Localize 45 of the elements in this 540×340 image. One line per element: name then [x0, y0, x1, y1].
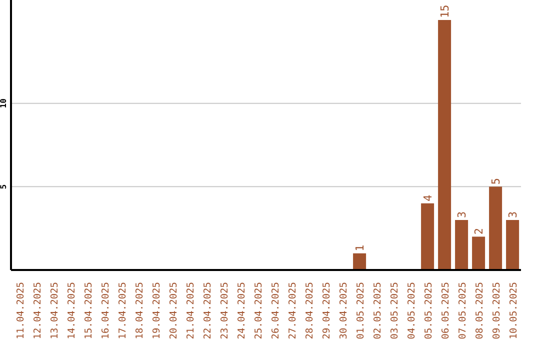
data-label: 15	[438, 4, 452, 18]
bar	[353, 253, 366, 270]
data-label: 3	[456, 211, 469, 218]
x-tick-label: 28.04.2025	[304, 282, 316, 340]
x-tick-label: 17.04.2025	[118, 282, 128, 340]
x-tick-label: 04.05.2025	[406, 282, 418, 340]
x-tick-label: 14.04.2025	[66, 282, 78, 340]
x-tick-label: 05.05.2025	[424, 282, 434, 340]
x-tick-label: 10.05.2025	[508, 282, 520, 340]
x-tick-label: 24.04.2025	[236, 282, 248, 340]
x-tick-label: 16.04.2025	[100, 282, 112, 340]
data-label: 2	[472, 228, 486, 235]
x-tick-label: 27.04.2025	[288, 282, 298, 340]
bar	[489, 186, 502, 270]
x-tick-label: 02.05.2025	[372, 282, 384, 340]
x-tick-label: 12.04.2025	[32, 282, 44, 340]
x-tick-label: 29.04.2025	[322, 282, 332, 340]
x-tick-label: 30.04.2025	[338, 282, 350, 340]
x-tick-label: 25.04.2025	[254, 282, 264, 340]
x-tick-label: 13.04.2025	[50, 282, 60, 340]
bar	[472, 236, 486, 270]
data-label: 4	[422, 194, 435, 202]
x-tick-label: 20.04.2025	[168, 282, 180, 340]
x-tick-label: 01.05.2025	[356, 282, 366, 340]
x-tick-label: 06.05.2025	[440, 282, 452, 340]
x-tick-label: 26.04.2025	[270, 282, 282, 340]
bar	[506, 220, 520, 270]
x-tick-label: 09.05.2025	[492, 282, 502, 340]
x-tick-label: 18.04.2025	[134, 282, 146, 340]
x-tick-label: 11.04.2025	[16, 282, 26, 340]
x-tick-label: 19.04.2025	[152, 282, 162, 340]
y-tick-label: 10	[0, 98, 8, 108]
x-tick-label: 21.04.2025	[186, 282, 196, 340]
data-label: 3	[506, 211, 520, 218]
bar	[421, 203, 434, 270]
data-label: 5	[490, 178, 503, 185]
bar	[455, 220, 468, 270]
x-tick-label: 08.05.2025	[474, 282, 486, 340]
x-tick-label: 03.05.2025	[390, 282, 400, 340]
x-tick-label: 15.04.2025	[84, 282, 94, 340]
bar	[438, 20, 452, 270]
x-tick-label: 07.05.2025	[458, 282, 468, 340]
x-tick-label: 23.04.2025	[220, 282, 230, 340]
x-tick-label: 22.04.2025	[202, 282, 214, 340]
data-label: 1	[354, 244, 367, 252]
